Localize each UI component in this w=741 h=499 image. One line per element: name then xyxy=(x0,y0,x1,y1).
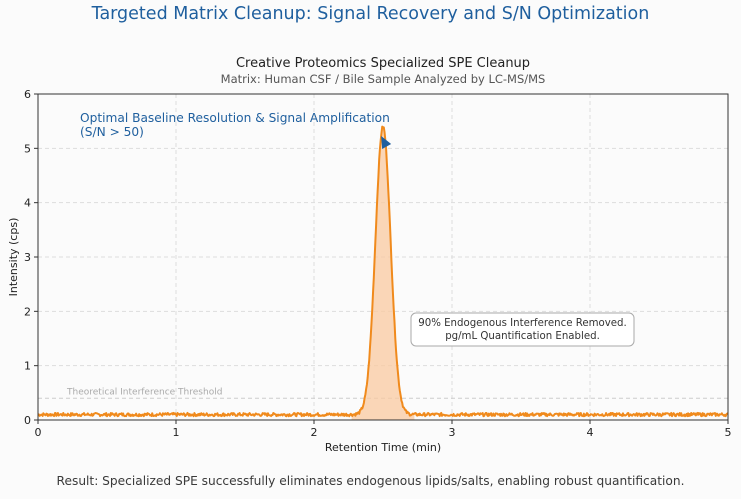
y-tick-label: 3 xyxy=(24,251,31,264)
info-box xyxy=(410,312,635,347)
x-tick-label: 2 xyxy=(311,426,318,439)
chart-title: Creative Proteomics Specialized SPE Clea… xyxy=(236,56,530,71)
axis-ticks: 0 1 2 3 4 5 6 0 1 2 3 4 5 xyxy=(24,88,732,439)
x-tick-label: 0 xyxy=(35,426,42,439)
x-tick-label: 3 xyxy=(449,426,456,439)
y-tick-label: 2 xyxy=(24,305,31,318)
x-tick-label: 4 xyxy=(587,426,594,439)
info-box-line1: 90% Endogenous Interference Removed. xyxy=(418,318,627,329)
x-tick-label: 5 xyxy=(725,426,732,439)
annotations: Optimal Baseline Resolution & Signal Amp… xyxy=(80,111,635,347)
peak-area xyxy=(351,126,415,420)
chromatogram-chart: Creative Proteomics Specialized SPE Clea… xyxy=(7,56,732,454)
y-tick-label: 5 xyxy=(24,142,31,155)
trace-series xyxy=(37,125,729,420)
x-axis-label: Retention Time (min) xyxy=(325,441,441,454)
result-footer: Result: Specialized SPE successfully eli… xyxy=(56,474,685,488)
annotation-arrow-icon xyxy=(381,135,392,149)
chart-subtitle: Matrix: Human CSF / Bile Sample Analyzed… xyxy=(221,72,546,86)
y-tick-label: 0 xyxy=(24,414,31,427)
y-tick-label: 1 xyxy=(24,360,31,373)
threshold-label: Theoretical Interference Threshold xyxy=(66,387,222,397)
y-tick-label: 6 xyxy=(24,88,31,101)
y-tick-label: 4 xyxy=(24,197,31,210)
info-box-line2: pg/mL Quantification Enabled. xyxy=(445,331,600,342)
page-title: Targeted Matrix Cleanup: Signal Recovery… xyxy=(91,4,650,24)
peak-annotation-line2: (S/N > 50) xyxy=(80,125,144,139)
intensity-trace xyxy=(37,125,729,418)
y-axis-label: Intensity (cps) xyxy=(7,218,20,297)
peak-annotation-line1: Optimal Baseline Resolution & Signal Amp… xyxy=(80,111,390,125)
x-tick-label: 1 xyxy=(173,426,180,439)
